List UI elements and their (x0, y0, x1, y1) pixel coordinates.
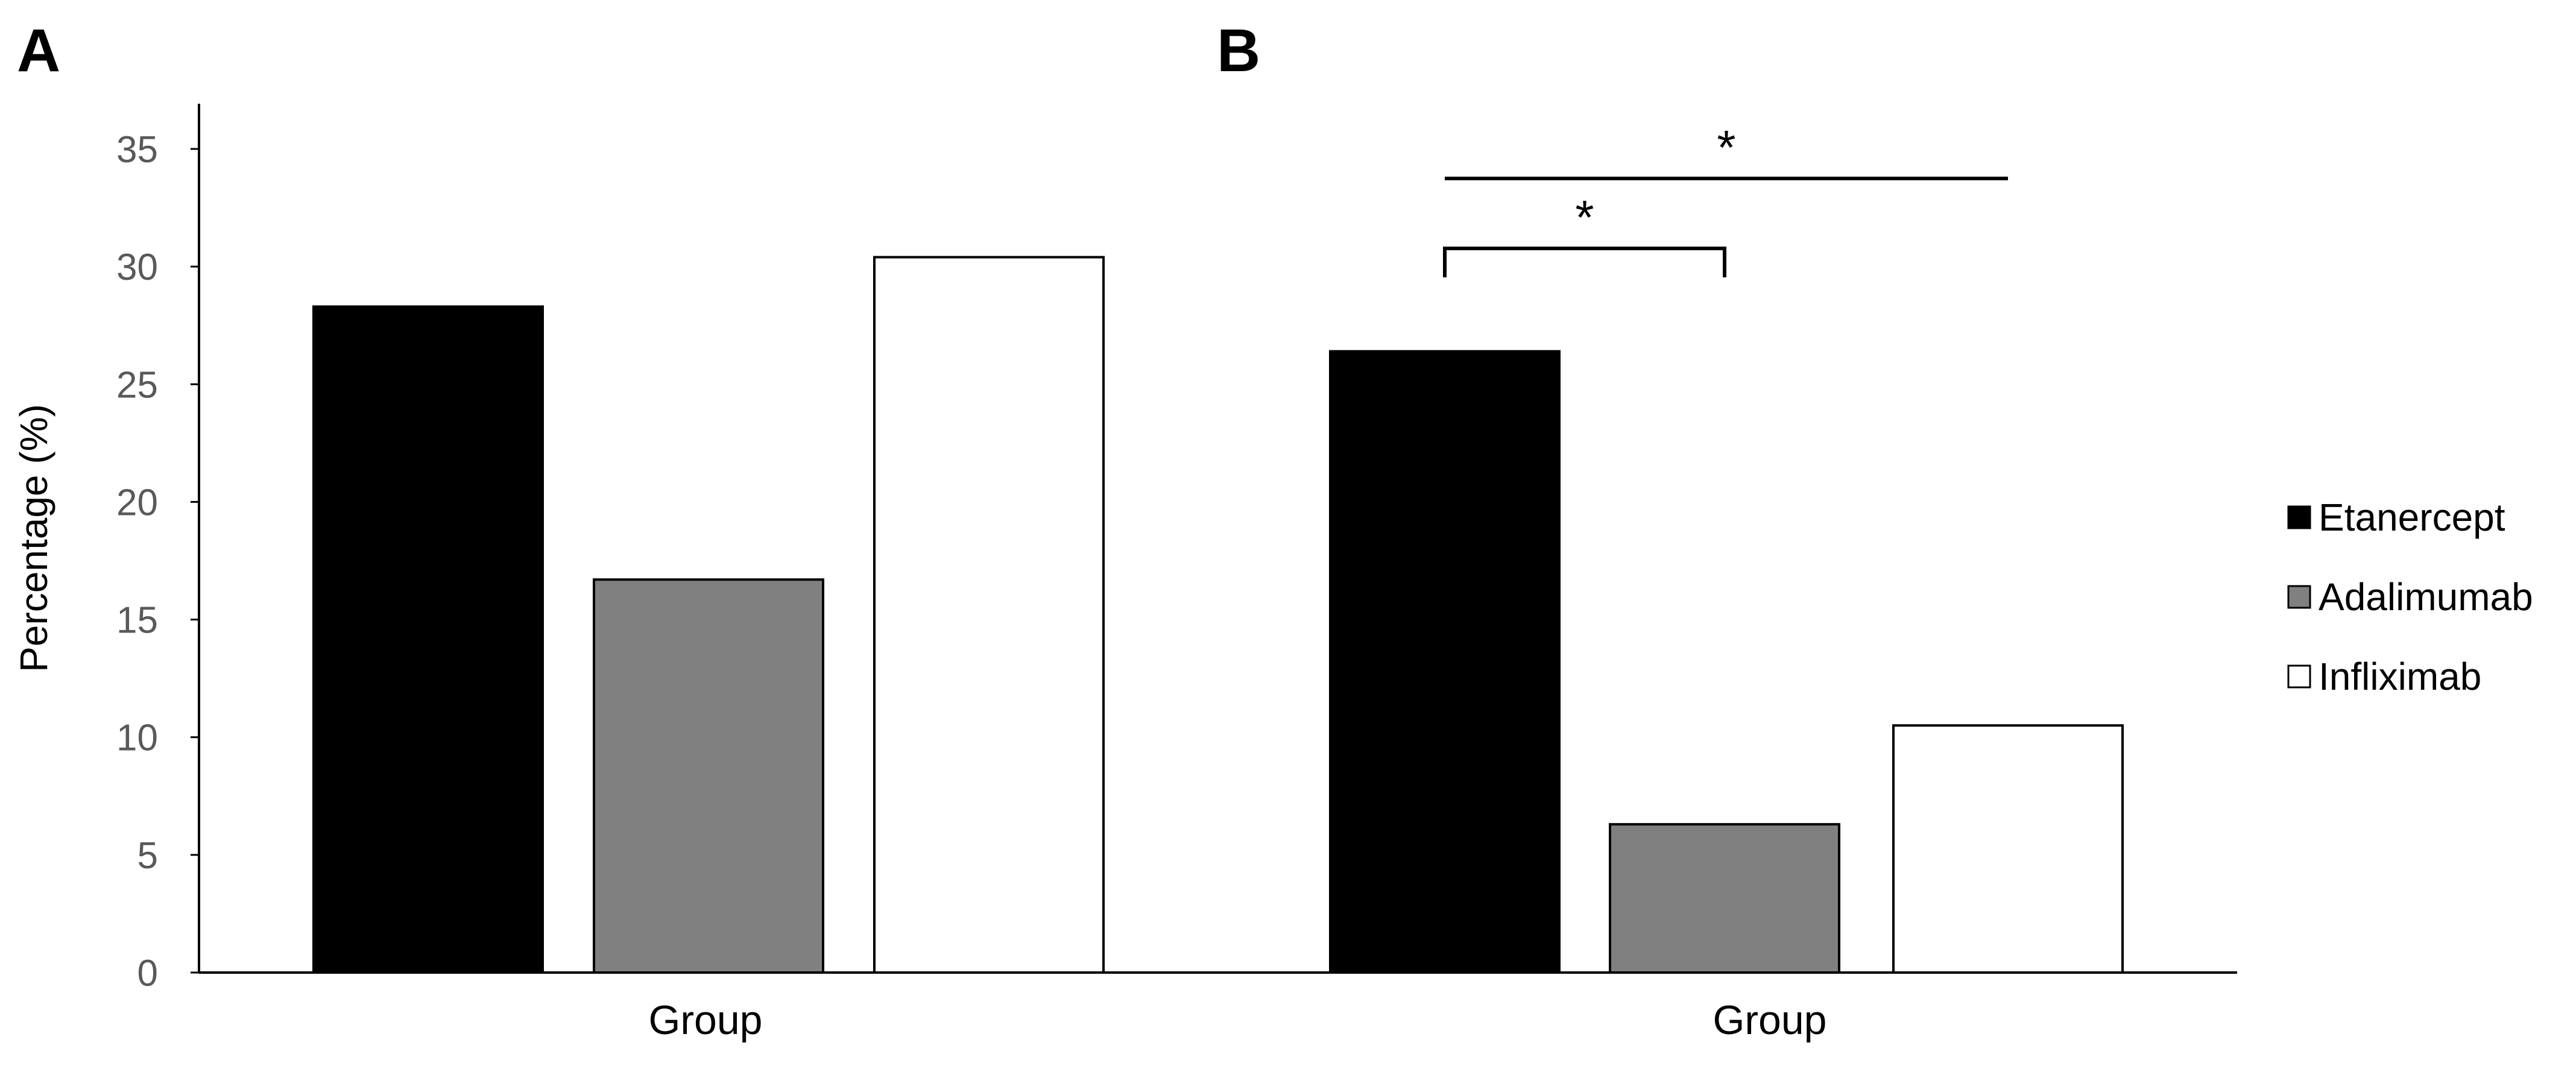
y-tick-label: 15 (116, 600, 158, 642)
category-label-a: Group (649, 997, 763, 1043)
y-tick-label: 35 (116, 129, 158, 171)
bar-a-etanercept (312, 305, 544, 974)
significance-bracket (1443, 247, 1726, 277)
bar-a-adalimumab (593, 578, 824, 974)
panel-label-a: A (17, 17, 60, 84)
bars-layer (312, 256, 2124, 974)
y-axis-title: Percentage (%) (12, 404, 55, 672)
bar-b-infliximab (1892, 724, 2124, 974)
legend: Etanercept Adalimumab Infliximab (2287, 496, 2533, 698)
bar-b-etanercept (1329, 350, 1561, 974)
legend-swatch-etanercept (2287, 505, 2311, 529)
legend-label-adalimumab: Adalimumab (2319, 575, 2533, 619)
y-tick-label: 25 (116, 364, 158, 406)
bar-b-adalimumab (1609, 823, 1840, 974)
y-tick-label: 20 (116, 482, 158, 523)
legend-label-infliximab: Infliximab (2319, 655, 2481, 698)
legend-swatch-adalimumab (2287, 585, 2311, 609)
significance-layer (1443, 177, 2008, 277)
panel-label-b: B (1217, 17, 1260, 84)
y-tick-label: 5 (137, 835, 158, 877)
significance-star: * (1575, 191, 1594, 244)
legend-swatch-infliximab (2287, 664, 2311, 689)
y-tick-label: 30 (116, 247, 158, 288)
category-label-b: Group (1713, 997, 1827, 1043)
y-tick-label: 10 (116, 718, 158, 759)
y-tick-label: 0 (137, 953, 158, 994)
bar-a-infliximab (873, 256, 1105, 974)
significance-star: * (1717, 121, 1735, 174)
labels-layer: 0 5 10 15 20 25 30 35 Percentage (%) A Group B Group… (12, 17, 1827, 1043)
legend-label-etanercept: Etanercept (2319, 496, 2505, 539)
